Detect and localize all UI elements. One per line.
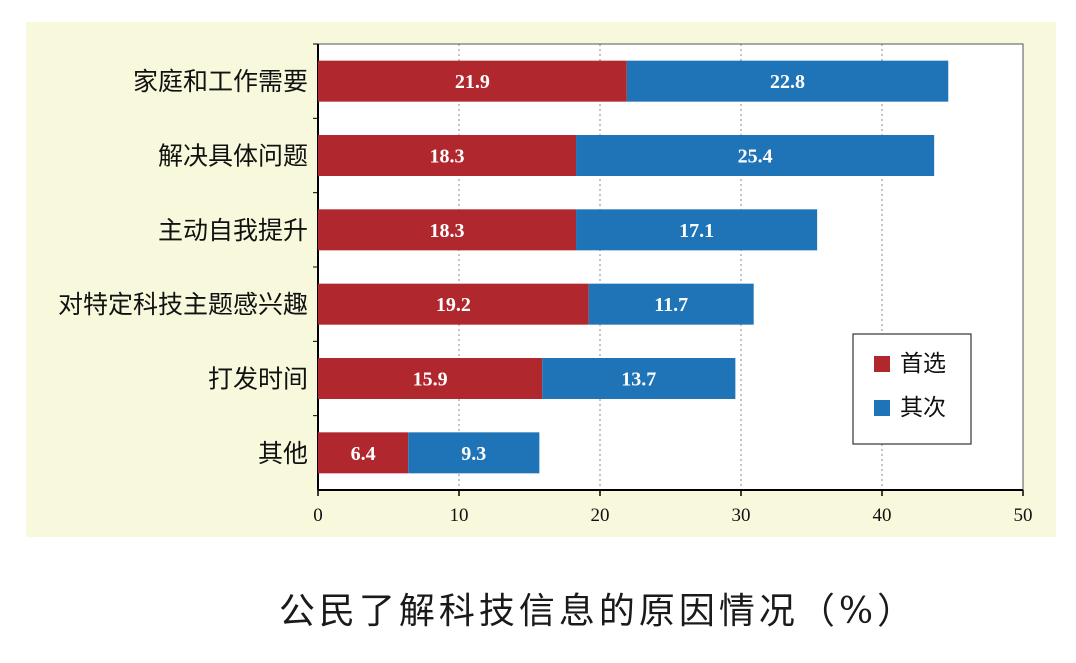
data-label: 19.2 (436, 294, 471, 316)
data-label: 21.9 (455, 71, 490, 93)
data-label: 9.3 (461, 443, 486, 465)
x-tick-label: 10 (450, 505, 469, 526)
data-label: 22.8 (770, 71, 805, 93)
category-label: 对特定科技主题感兴趣 (58, 290, 308, 319)
data-label: 18.3 (430, 220, 465, 242)
bar-segment (626, 60, 949, 102)
data-label: 15.9 (413, 369, 448, 391)
data-label: 11.7 (654, 294, 688, 316)
legend-box (852, 333, 972, 445)
chart-caption: 公民了解科技信息的原因情况（%） (278, 591, 918, 632)
legend-label: 其次 (900, 395, 946, 421)
legend-swatch (874, 356, 890, 372)
legend-label: 首选 (900, 351, 946, 377)
data-label: 18.3 (430, 146, 465, 168)
legend-swatch (874, 400, 890, 416)
category-label: 家庭和工作需要 (133, 67, 308, 96)
bar-segment (576, 209, 818, 251)
chart-panel: 0 10 20 30 40 50 家庭和工作需要 21.9 22.8 解决具体问题 18.3 25.4… (26, 22, 1056, 537)
bar-chart: 0 10 20 30 40 50 家庭和工作需要 21.9 22.8 解决具体问题 18.3 25.4… (58, 43, 1033, 526)
x-tick-label: 50 (1014, 505, 1033, 526)
data-label: 25.4 (738, 146, 773, 168)
bar-segment (318, 135, 577, 176)
bar-segment (576, 135, 935, 176)
bar-segment (408, 432, 540, 474)
bar-segment (318, 358, 543, 399)
bar-segment (318, 60, 627, 102)
x-tick-label: 0 (313, 505, 323, 526)
data-label: 17.1 (679, 220, 714, 242)
x-tick-label: 20 (591, 505, 610, 526)
category-label: 解决具体问题 (158, 142, 308, 171)
data-label: 13.7 (621, 369, 656, 391)
x-tick-label: 40 (873, 505, 892, 526)
category-label: 打发时间 (208, 365, 308, 394)
bar-segment (318, 432, 409, 474)
category-label: 主动自我提升 (158, 216, 308, 245)
bar-segment (542, 358, 736, 399)
bar-segment (318, 209, 577, 251)
bar-segment (588, 283, 754, 325)
bar-segment (318, 283, 589, 325)
x-tick-label: 30 (732, 505, 751, 526)
data-label: 6.4 (351, 443, 376, 465)
category-label: 其他 (258, 439, 308, 468)
